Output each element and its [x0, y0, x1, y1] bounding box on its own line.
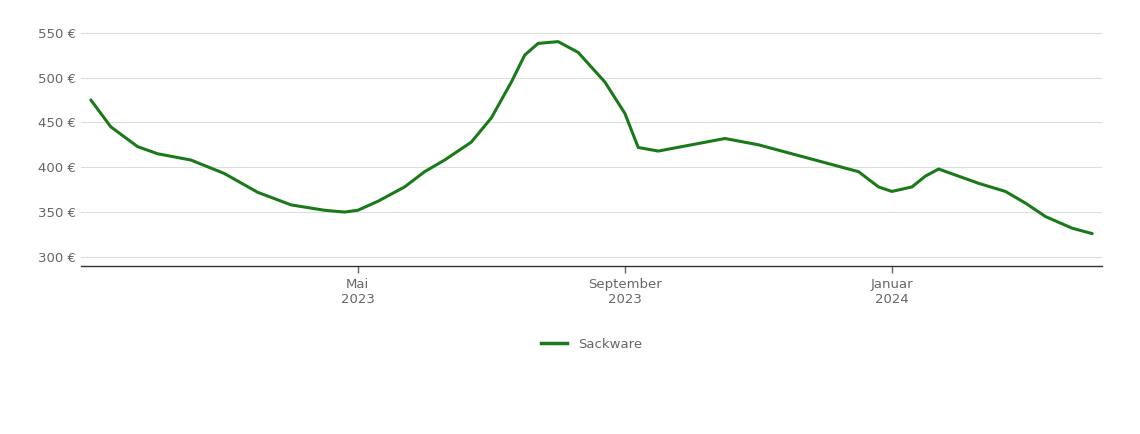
Legend: Sackware: Sackware [536, 332, 648, 356]
